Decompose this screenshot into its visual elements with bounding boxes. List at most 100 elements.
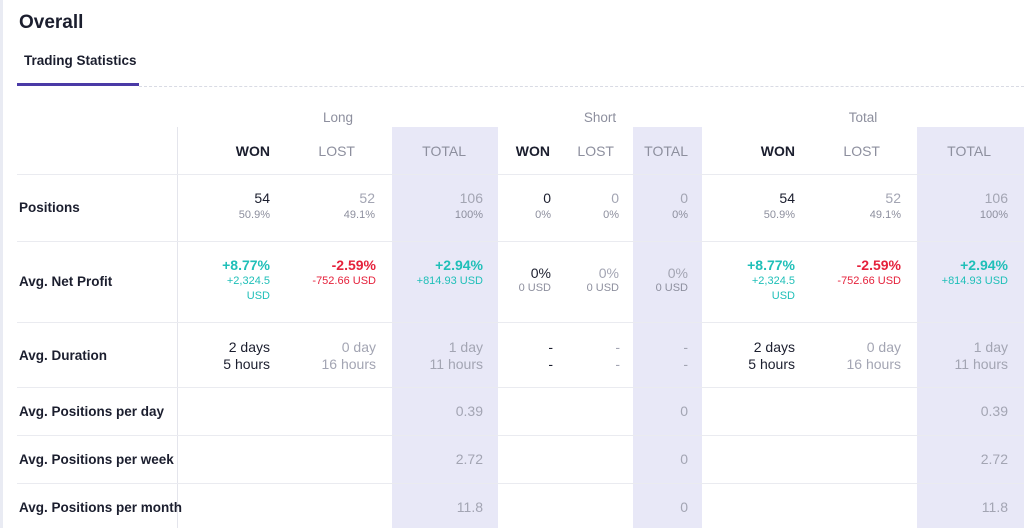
cell-percent: 50.9% — [763, 209, 795, 221]
cell-percent: 0% — [672, 209, 688, 221]
row-label-avg-net-profit: Avg. Net Profit — [19, 274, 113, 289]
cell-value: 106 — [984, 190, 1008, 206]
cell-amount: 0 USD — [518, 282, 551, 294]
column-header-lost[interactable]: LOST — [318, 143, 355, 159]
row-label-positions-per-day: Avg. Positions per day — [19, 404, 165, 419]
cell-percent: -2.59% — [331, 257, 376, 273]
positions-long-total: 106 100% — [383, 190, 483, 223]
per-day-long-total: 0.39 — [455, 403, 483, 419]
cell-amount: +814.93 USD — [941, 275, 1008, 287]
cell-days: 2 days — [228, 339, 270, 355]
duration-short-won: - - — [453, 339, 553, 373]
row-separator — [17, 241, 1024, 242]
cell-currency: USD — [771, 290, 795, 302]
column-header-total[interactable]: TOTAL — [422, 143, 466, 159]
cell-hours: - — [615, 356, 620, 372]
left-edge-rule — [0, 0, 3, 528]
per-day-short-total: 0 — [680, 403, 688, 419]
row-separator — [17, 483, 1024, 484]
cell-value: 0 — [611, 190, 619, 206]
group-header-long: Long — [322, 110, 354, 125]
row-separator — [17, 387, 1024, 388]
row-label-avg-duration: Avg. Duration — [19, 348, 108, 363]
cell-hours: 5 hours — [748, 356, 795, 372]
cell-percent: +8.77% — [222, 257, 270, 273]
total-total-column-bg — [917, 127, 1024, 528]
column-header-won[interactable]: WON — [760, 143, 795, 159]
cell-value: 52 — [885, 190, 901, 206]
per-day-total-total: 0.39 — [980, 403, 1008, 419]
cell-currency: USD — [246, 290, 270, 302]
cell-hours: 5 hours — [223, 356, 270, 372]
net-profit-short-total: 0% 0 USD — [588, 265, 688, 294]
cell-days: 1 day — [973, 339, 1008, 355]
row-label-positions-per-month: Avg. Positions per month — [19, 500, 183, 515]
per-month-total-total: 11.8 — [981, 499, 1008, 515]
cell-amount: +2,324.5 — [751, 275, 795, 287]
cell-amount: 0 USD — [655, 282, 688, 294]
cell-percent: 100% — [979, 209, 1008, 221]
cell-hours: 16 hours — [846, 356, 901, 372]
cell-hours: 16 hours — [321, 356, 376, 372]
cell-percent: 49.1% — [869, 209, 901, 221]
tab-divider — [139, 86, 1024, 87]
duration-total-total: 1 day 11 hours — [908, 339, 1008, 373]
cell-days: - — [683, 339, 688, 355]
short-total-column-bg — [633, 127, 702, 528]
group-header-short: Short — [583, 110, 617, 125]
long-total-column-bg — [392, 127, 498, 528]
net-profit-total-lost: -2.59% -752.66 USD — [801, 257, 901, 289]
cell-amount: +2,324.5 — [226, 275, 270, 287]
header-separator — [17, 174, 1024, 175]
cell-amount: -752.66 USD — [312, 275, 376, 287]
column-header-lost[interactable]: LOST — [577, 143, 614, 159]
duration-short-lost: - - — [520, 339, 620, 373]
tab-trading-statistics[interactable]: Trading Statistics — [24, 53, 137, 68]
cell-amount: +814.93 USD — [416, 275, 483, 287]
cell-value: 0 — [680, 190, 688, 206]
column-header-total[interactable]: TOTAL — [644, 143, 688, 159]
positions-total-lost: 52 49.1% — [801, 190, 901, 223]
net-profit-long-won: +8.77% +2,324.5 USD — [170, 257, 270, 304]
page-title: Overall — [19, 12, 84, 33]
cell-amount: 0 USD — [586, 282, 619, 294]
net-profit-short-won: 0% 0 USD — [451, 265, 551, 294]
cell-days: - — [548, 339, 553, 355]
positions-long-lost: 52 49.1% — [275, 190, 375, 223]
cell-days: 1 day — [448, 339, 483, 355]
column-header-lost[interactable]: LOST — [843, 143, 880, 159]
duration-long-total: 1 day 11 hours — [383, 339, 483, 373]
positions-total-won: 54 50.9% — [695, 190, 795, 223]
cell-percent: 0% — [530, 265, 551, 281]
cell-percent: +2.94% — [435, 257, 483, 273]
column-header-won[interactable]: WON — [235, 143, 270, 159]
per-week-total-total: 2.72 — [980, 451, 1008, 467]
cell-value: 54 — [254, 190, 270, 206]
positions-short-total: 0 0% — [588, 190, 688, 223]
label-column-separator — [177, 127, 178, 528]
cell-percent: 50.9% — [238, 209, 270, 221]
per-month-short-total: 0 — [680, 499, 688, 515]
duration-short-total: - - — [588, 339, 688, 373]
positions-total-total: 106 100% — [908, 190, 1008, 223]
per-week-long-total: 2.72 — [455, 451, 483, 467]
cell-hours: 11 hours — [429, 356, 483, 372]
column-header-won[interactable]: WON — [515, 143, 550, 159]
cell-amount: -752.66 USD — [837, 275, 901, 287]
cell-value: 0 — [543, 190, 551, 206]
column-header-total[interactable]: TOTAL — [947, 143, 991, 159]
net-profit-total-total: +2.94% +814.93 USD — [908, 257, 1008, 289]
net-profit-short-lost: 0% 0 USD — [519, 265, 619, 294]
cell-hours: - — [548, 356, 553, 372]
group-header-total: Total — [848, 110, 878, 125]
cell-percent: -2.59% — [856, 257, 901, 273]
cell-percent: +8.77% — [747, 257, 795, 273]
cell-percent: 0% — [667, 265, 688, 281]
positions-short-lost: 0 0% — [519, 190, 619, 223]
duration-total-lost: 0 day 16 hours — [801, 339, 901, 373]
row-separator — [17, 435, 1024, 436]
cell-hours: - — [683, 356, 688, 372]
cell-percent: 100% — [454, 209, 483, 221]
positions-long-won: 54 50.9% — [170, 190, 270, 223]
cell-value: 54 — [779, 190, 795, 206]
